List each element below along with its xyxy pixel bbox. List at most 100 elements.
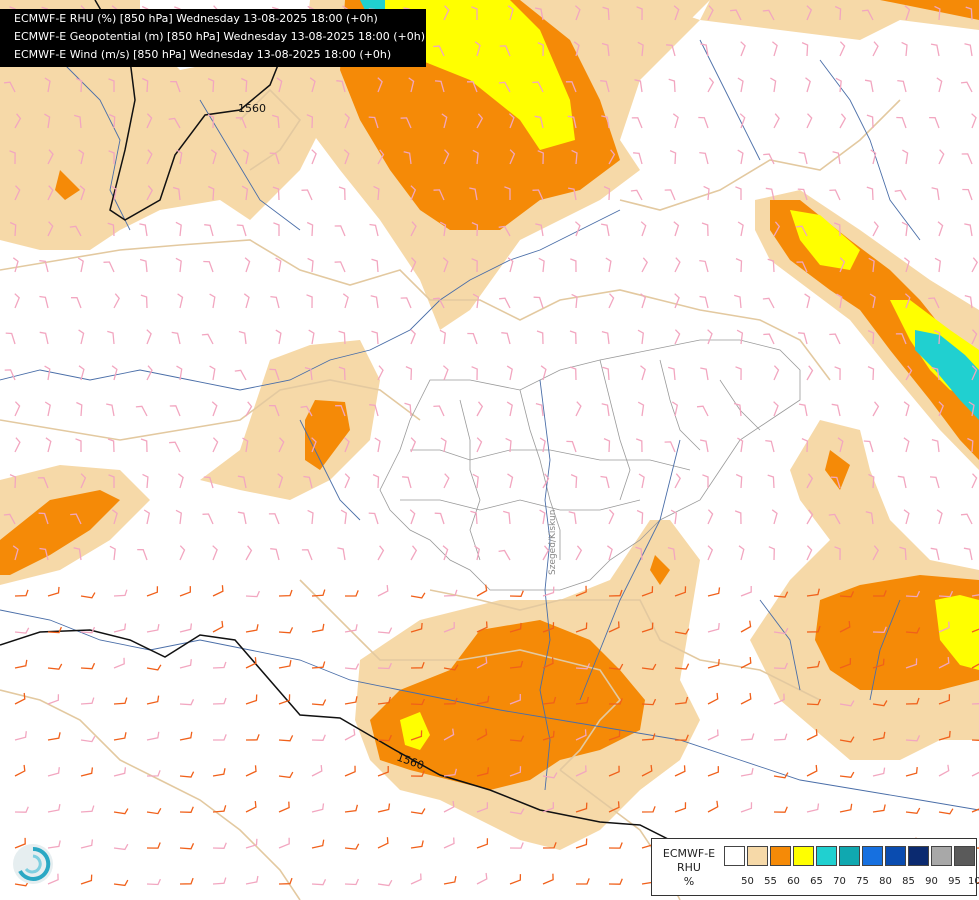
wind-barb xyxy=(542,545,550,561)
wind-barb xyxy=(938,149,945,165)
wind-barb xyxy=(798,332,808,345)
wind-barb xyxy=(471,6,478,20)
wind-barb xyxy=(735,186,742,200)
wind-barb xyxy=(203,476,214,489)
wind-barb xyxy=(74,114,82,129)
wind-barb xyxy=(575,663,591,670)
wind-barb xyxy=(499,45,511,57)
wind-barb xyxy=(806,545,813,561)
wind-barb xyxy=(301,189,313,201)
wind-barb xyxy=(311,699,327,706)
wind-barb xyxy=(702,474,709,488)
wind-barb xyxy=(570,474,578,489)
wind-barb xyxy=(108,150,115,165)
wind-barb xyxy=(971,771,979,777)
wind-barb xyxy=(400,117,412,129)
wind-barb xyxy=(699,439,709,453)
wind-barb xyxy=(404,402,412,417)
wind-barb xyxy=(476,401,484,417)
wind-barb xyxy=(699,151,709,165)
wind-barb xyxy=(443,664,459,671)
wind-barb xyxy=(179,545,186,561)
wind-barb xyxy=(377,766,389,777)
wind-barb xyxy=(38,512,49,525)
wind-barb xyxy=(245,657,257,669)
wind-barb xyxy=(670,509,678,525)
wind-barb xyxy=(905,807,921,814)
wind-barb xyxy=(730,9,742,21)
legend-swatches xyxy=(724,846,977,866)
wind-barb xyxy=(179,771,195,778)
wind-barb xyxy=(806,625,821,633)
wind-barb xyxy=(212,805,227,813)
legend-tick-label: 95 xyxy=(948,876,961,887)
legend-tick-label: 100 xyxy=(967,876,979,887)
wind-barb xyxy=(636,6,643,21)
wind-barb xyxy=(209,293,216,309)
wind-barb xyxy=(869,293,876,309)
wind-barb xyxy=(773,221,781,237)
wind-barb xyxy=(542,730,555,741)
wind-barb xyxy=(963,547,973,561)
wind-barb xyxy=(108,113,116,129)
wind-barb xyxy=(47,767,60,777)
wind-barb xyxy=(503,510,511,525)
wind-barb xyxy=(674,628,690,635)
wind-barb xyxy=(806,729,818,741)
wind-barb xyxy=(471,366,478,381)
wind-barb xyxy=(4,369,16,381)
wind-barb xyxy=(806,764,818,777)
wind-barb xyxy=(472,149,479,165)
wind-barb xyxy=(338,366,346,381)
wind-barb xyxy=(14,837,26,849)
wind-barb xyxy=(507,473,514,489)
wind-barb xyxy=(509,808,525,815)
wind-barb xyxy=(244,257,251,273)
wind-barb xyxy=(410,257,417,273)
wind-barb xyxy=(442,365,449,381)
wind-barb xyxy=(575,585,587,597)
wind-barb xyxy=(830,476,841,489)
wind-barb xyxy=(773,365,780,381)
wind-barb xyxy=(237,511,247,525)
wind-barb xyxy=(971,808,979,813)
wind-barb xyxy=(831,403,841,417)
wind-barb xyxy=(14,437,21,453)
wind-barb xyxy=(804,293,811,309)
wind-barb xyxy=(872,767,886,777)
wind-barb xyxy=(740,767,754,777)
wind-barb xyxy=(934,257,941,273)
wind-barb xyxy=(535,402,544,417)
wind-barb xyxy=(569,366,577,381)
wind-barb xyxy=(146,149,153,165)
wind-barb xyxy=(505,437,512,453)
wind-barb xyxy=(498,81,511,93)
wind-barb xyxy=(3,513,16,525)
wind-barb xyxy=(234,369,247,381)
wind-barb xyxy=(938,401,944,417)
wind-barb xyxy=(140,294,148,309)
wind-barb xyxy=(734,294,742,309)
legend-tick-label: 60 xyxy=(787,876,800,887)
wind-barb xyxy=(368,116,379,129)
wind-barb xyxy=(960,513,973,525)
wind-barb xyxy=(472,473,479,489)
wind-barb xyxy=(575,545,583,561)
wind-barb xyxy=(470,510,478,525)
wind-barb xyxy=(637,329,644,345)
wind-barb xyxy=(833,222,841,237)
wind-barb xyxy=(78,365,85,381)
wind-barb xyxy=(377,627,393,634)
wind-barb xyxy=(275,257,282,273)
wind-barb xyxy=(142,473,149,489)
legend-title-variable: RHU xyxy=(677,861,701,874)
wind-barb xyxy=(534,115,544,129)
wind-barb xyxy=(509,694,521,705)
wind-barb xyxy=(113,879,129,887)
wind-barb xyxy=(443,149,450,165)
wind-barb xyxy=(275,329,282,345)
wind-barb xyxy=(905,365,913,381)
wind-barb xyxy=(207,114,215,129)
wind-barb xyxy=(533,296,544,309)
wind-barb xyxy=(806,5,813,21)
